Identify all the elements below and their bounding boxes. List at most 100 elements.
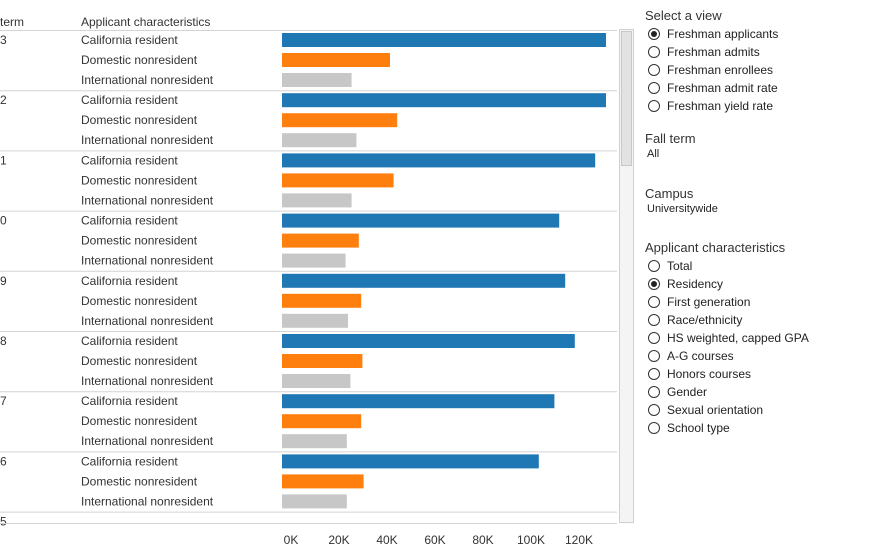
characteristic-radio-school-type[interactable]: School type [645, 419, 875, 437]
radio-button-icon[interactable] [648, 260, 660, 272]
category-label: International nonresident [81, 314, 214, 328]
characteristic-radio-hs-weighted-capped-gpa[interactable]: HS weighted, capped GPA [645, 329, 875, 347]
category-label: International nonresident [81, 193, 214, 207]
characteristic-radio-first-generation[interactable]: First generation [645, 293, 875, 311]
term-group: 3 California resident Domestic nonresident… [0, 30, 617, 87]
x-axis: 0K 20K 40K 60K 80K 100K 120K [284, 533, 593, 547]
radio-label: Gender [667, 385, 708, 399]
bar-international-nonresident[interactable] [282, 434, 347, 449]
term-group: 8 California resident Domestic nonresident… [0, 331, 617, 388]
radio-button-icon[interactable] [648, 404, 660, 416]
category-label: California resident [81, 93, 178, 107]
bar-california-resident[interactable] [282, 394, 555, 409]
radio-label: Honors courses [667, 367, 752, 381]
category-label: Domestic nonresident [81, 474, 198, 488]
characteristic-radio-total[interactable]: Total [645, 257, 875, 275]
radio-button-icon[interactable] [648, 422, 660, 434]
bar-international-nonresident[interactable] [282, 374, 351, 388]
bar-california-resident[interactable] [282, 273, 566, 288]
view-radio-group: Freshman applicants Freshman admits Freshm… [645, 25, 875, 115]
bar-california-resident[interactable] [282, 153, 596, 168]
term-group: 2 California resident Domestic nonresident… [0, 90, 617, 148]
bar-international-nonresident[interactable] [282, 73, 352, 87]
bar-domestic-nonresident[interactable] [282, 173, 394, 188]
term-group: 0 California resident Domestic nonresident… [0, 210, 617, 268]
bar-california-resident[interactable] [282, 454, 539, 469]
radio-button-icon[interactable] [648, 100, 660, 112]
characteristics-radio-group: Total Residency First generation Race/ethni… [645, 257, 875, 437]
radio-button-icon[interactable] [648, 350, 660, 362]
bar-domestic-nonresident[interactable] [282, 354, 363, 368]
bar-california-resident[interactable] [282, 334, 575, 348]
characteristic-radio-honors-courses[interactable]: Honors courses [645, 365, 875, 383]
fall-term-value[interactable]: All [647, 148, 660, 160]
campus-value[interactable]: Universitywide [647, 203, 718, 215]
term-group: 6 California resident Domestic nonresident… [0, 451, 617, 509]
radio-button-icon[interactable] [648, 64, 660, 76]
x-tick-label: 120K [565, 533, 593, 547]
bar-domestic-nonresident[interactable] [282, 53, 390, 67]
term-label: 8 [0, 334, 7, 348]
view-radio-freshman-applicants[interactable]: Freshman applicants [645, 25, 875, 43]
bar-chart: term Applicant characteristics 3 Californ… [0, 15, 617, 547]
radio-button-icon[interactable] [648, 296, 660, 308]
radio-label: Freshman admits [667, 45, 760, 59]
bar-california-resident[interactable] [282, 93, 606, 108]
radio-button-icon[interactable] [648, 368, 660, 380]
radio-button-icon[interactable] [648, 46, 660, 58]
chart-scrollbar[interactable] [619, 29, 634, 523]
category-label: Domestic nonresident [81, 234, 198, 248]
characteristic-radio-a-g-courses[interactable]: A-G courses [645, 347, 875, 365]
campus-title: Campus [645, 186, 694, 201]
view-radio-freshman-yield-rate[interactable]: Freshman yield rate [645, 97, 875, 115]
radio-label: Residency [667, 277, 724, 291]
x-tick-label: 40K [376, 533, 397, 547]
radio-button-icon[interactable] [648, 82, 660, 94]
view-selector-title: Select a view [645, 8, 722, 23]
characteristic-radio-gender[interactable]: Gender [645, 383, 875, 401]
characteristic-radio-race-ethnicity[interactable]: Race/ethnicity [645, 311, 875, 329]
radio-label: Sexual orientation [667, 403, 764, 417]
bar-domestic-nonresident[interactable] [282, 293, 362, 308]
category-label: International nonresident [81, 494, 214, 508]
radio-button-icon[interactable] [648, 386, 660, 398]
characteristic-radio-residency[interactable]: Residency [645, 275, 875, 293]
scrollbar-thumb[interactable] [621, 31, 632, 166]
radio-label: A-G courses [667, 349, 734, 363]
radio-label: School type [667, 421, 730, 435]
term-label: 9 [0, 274, 7, 288]
characteristic-radio-sexual-orientation[interactable]: Sexual orientation [645, 401, 875, 419]
view-radio-freshman-admits[interactable]: Freshman admits [645, 43, 875, 61]
bar-domestic-nonresident[interactable] [282, 233, 359, 248]
column-header-characteristics: Applicant characteristics [81, 15, 210, 29]
bar-international-nonresident[interactable] [282, 313, 348, 328]
radio-button-icon[interactable] [648, 278, 660, 290]
bar-international-nonresident[interactable] [282, 253, 346, 268]
radio-label: Race/ethnicity [667, 313, 743, 327]
category-label: California resident [81, 394, 178, 408]
bar-international-nonresident[interactable] [282, 494, 347, 509]
bar-domestic-nonresident[interactable] [282, 414, 362, 429]
category-label: California resident [81, 274, 178, 288]
term-label: 6 [0, 454, 7, 468]
x-tick-label: 20K [328, 533, 349, 547]
bar-california-resident[interactable] [282, 33, 606, 47]
radio-label: Freshman admit rate [667, 81, 778, 95]
bar-international-nonresident[interactable] [282, 133, 357, 148]
bar-california-resident[interactable] [282, 213, 560, 228]
category-label: California resident [81, 214, 178, 228]
radio-button-icon[interactable] [648, 28, 660, 40]
term-group: 5 [0, 511, 617, 529]
view-radio-freshman-admit-rate[interactable]: Freshman admit rate [645, 79, 875, 97]
term-group: 1 California resident Domestic nonresident… [0, 150, 617, 208]
category-label: International nonresident [81, 434, 214, 448]
bar-domestic-nonresident[interactable] [282, 113, 398, 128]
x-tick-label: 60K [424, 533, 445, 547]
term-label: 2 [0, 93, 7, 107]
radio-button-icon[interactable] [648, 314, 660, 326]
category-label: Domestic nonresident [81, 173, 198, 187]
bar-international-nonresident[interactable] [282, 193, 352, 208]
radio-button-icon[interactable] [648, 332, 660, 344]
bar-domestic-nonresident[interactable] [282, 474, 364, 489]
view-radio-freshman-enrollees[interactable]: Freshman enrollees [645, 61, 875, 79]
